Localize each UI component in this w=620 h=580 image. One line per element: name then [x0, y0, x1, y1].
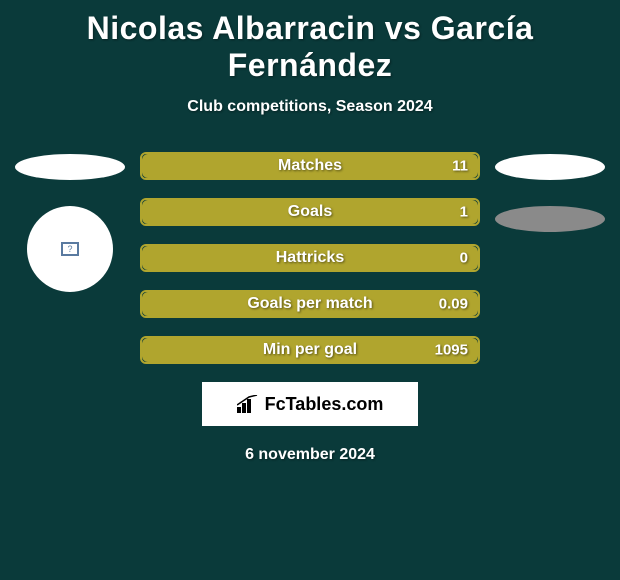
content-row: ? Matches 11 Goals 1 Hattricks 0 Goals per mat…: [0, 152, 620, 364]
logo-box: FcTables.com: [202, 382, 418, 426]
stat-label: Min per goal: [263, 341, 357, 359]
player2-ellipse-2: [495, 206, 605, 232]
logo-text: FcTables.com: [265, 394, 384, 415]
stat-label: Goals per match: [247, 295, 372, 313]
right-column: [490, 152, 610, 232]
stat-value: 0: [460, 250, 468, 267]
stat-label: Matches: [278, 157, 342, 175]
player1-avatar-circle: ?: [27, 206, 113, 292]
stat-bar: Goals per match 0.09: [140, 290, 480, 318]
stat-value: 0.09: [439, 296, 468, 313]
left-column: ?: [10, 152, 130, 292]
stat-label: Hattricks: [276, 249, 344, 267]
stat-value: 1: [460, 204, 468, 221]
stat-value: 1095: [435, 342, 468, 359]
stat-bar: Goals 1: [140, 198, 480, 226]
stat-label: Goals: [288, 203, 332, 221]
stat-bar: Matches 11: [140, 152, 480, 180]
stats-bars: Matches 11 Goals 1 Hattricks 0 Goals per match…: [140, 152, 480, 364]
subtitle: Club competitions, Season 2024: [0, 98, 620, 116]
player2-ellipse-1: [495, 154, 605, 180]
chart-icon: [237, 395, 259, 413]
date-text: 6 november 2024: [0, 446, 620, 464]
stat-bar: Min per goal 1095: [140, 336, 480, 364]
player1-ellipse: [15, 154, 125, 180]
page-title: Nicolas Albarracin vs García Fernández: [0, 0, 620, 84]
avatar-placeholder-icon: ?: [61, 242, 79, 256]
stat-value: 11: [452, 158, 468, 175]
stat-bar: Hattricks 0: [140, 244, 480, 272]
